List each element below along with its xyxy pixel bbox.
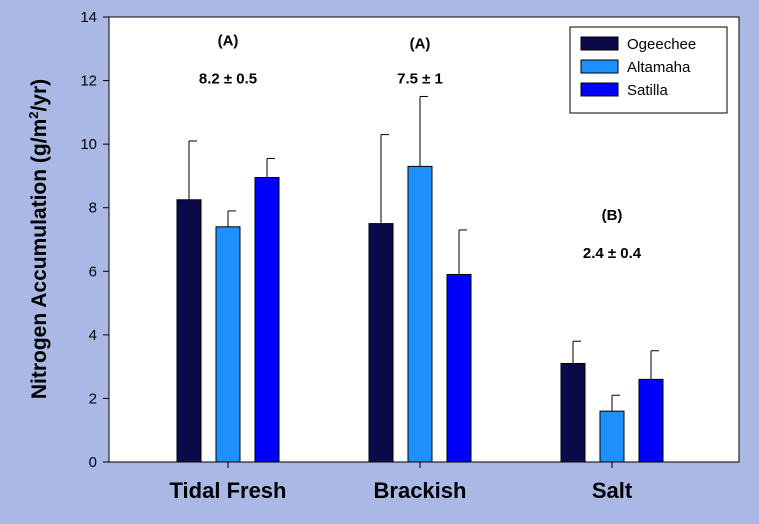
group-letter-annotation: (B) bbox=[602, 207, 623, 224]
bar-satilla-2 bbox=[638, 378, 664, 463]
bar-ogeechee-0 bbox=[176, 199, 202, 463]
bar-satilla-0 bbox=[254, 177, 280, 463]
x-category-label: Salt bbox=[592, 478, 633, 503]
legend: Ogeechee Altamaha Satilla bbox=[569, 26, 728, 114]
x-category-label: Brackish bbox=[374, 478, 467, 503]
y-tick-label: 6 bbox=[89, 263, 97, 280]
mean-annotation: 7.5 ± 1 bbox=[397, 70, 443, 87]
y-axis-label: Nitrogen Accumulation (g/m2/yr) bbox=[26, 79, 51, 399]
y-tick-label: 4 bbox=[89, 327, 97, 344]
legend-label-ogeechee: Ogeechee bbox=[627, 36, 696, 53]
legend-label-altamaha: Altamaha bbox=[627, 59, 691, 76]
x-category-label: Tidal Fresh bbox=[170, 478, 287, 503]
bar-altamaha-1 bbox=[407, 165, 433, 463]
y-tick-label: 14 bbox=[80, 9, 97, 26]
bar-altamaha-2 bbox=[599, 410, 625, 463]
bar-altamaha-0 bbox=[215, 226, 241, 463]
y-axis-label-superscript: 2 bbox=[26, 112, 41, 119]
bar-satilla-1 bbox=[446, 273, 472, 463]
y-tick-label: 12 bbox=[80, 73, 97, 90]
bar-ogeechee-1 bbox=[368, 223, 394, 463]
legend-swatch-satilla bbox=[580, 82, 619, 97]
y-tick-label: 2 bbox=[89, 390, 97, 407]
y-tick-label: 0 bbox=[89, 454, 97, 471]
annotations-layer: (A) 8.2 ± 0.5 (A) 7.5 ± 1 (B) 2.4 ± 0.4 bbox=[199, 32, 642, 262]
bars-layer bbox=[176, 95, 664, 463]
bar-ogeechee-2 bbox=[560, 362, 586, 463]
axes-layer: 0 2 4 6 8 10 12 14 Tidal Fresh Brackish Salt bbox=[80, 9, 633, 503]
legend-swatch-altamaha bbox=[580, 59, 619, 74]
group-letter-annotation: (A) bbox=[410, 35, 431, 52]
legend-swatch-ogeechee bbox=[580, 36, 619, 51]
group-letter-annotation: (A) bbox=[218, 32, 239, 49]
y-axis-label-tail: /yr) bbox=[28, 79, 51, 112]
y-tick-label: 10 bbox=[80, 136, 97, 153]
legend-label-satilla: Satilla bbox=[627, 82, 669, 99]
y-axis-label-main: Nitrogen Accumulation (g/m bbox=[28, 119, 51, 399]
mean-annotation: 2.4 ± 0.4 bbox=[583, 245, 642, 262]
mean-annotation: 8.2 ± 0.5 bbox=[199, 70, 257, 87]
y-tick-label: 8 bbox=[89, 200, 97, 217]
